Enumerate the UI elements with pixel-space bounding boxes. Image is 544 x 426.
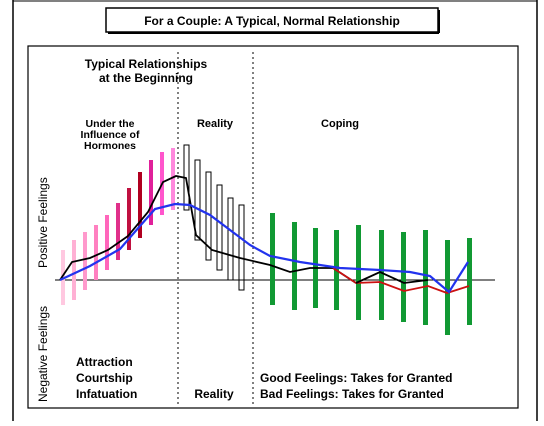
stage-label: Infatuation [76,387,137,401]
hormones-label: Influence of [81,129,140,141]
bar [227,197,234,281]
reality-label: Reality [197,118,234,130]
bar [149,160,153,225]
bar [401,232,406,322]
negative-label: Negative Feelings [36,306,50,402]
stage-label: Courtship [76,371,133,385]
bar [105,215,109,270]
reality-bars [183,144,245,291]
blue-line [59,202,469,294]
bar [138,172,142,238]
bar [379,230,384,320]
black-line-end [355,271,429,284]
bar [270,213,275,305]
hormones-label: Hormones [84,140,136,152]
bar [292,222,297,310]
reality-bottom-label: Reality [194,387,234,401]
beginning-label: Typical Relationships [85,57,208,71]
coping-label: Coping [321,118,359,130]
beginning-label: at the Beginning [99,71,193,85]
hormones-label: Under the [85,118,134,130]
bar [72,240,76,300]
bar [445,240,450,335]
good-label: Good Feelings: Takes for Granted [260,371,452,385]
bar [127,188,131,250]
bar [116,203,120,260]
bar [238,204,245,291]
black-line [59,175,357,284]
bar [216,184,223,271]
bar [356,225,361,320]
bar [467,238,472,325]
bar [171,148,175,210]
title: For a Couple: A Typical, Normal Relation… [144,14,400,28]
bar [94,225,98,280]
positive-label: Positive Feelings [36,177,50,268]
bar [194,159,201,241]
bad-label: Bad Feelings: Takes for Granted [260,387,444,401]
bar [83,232,87,290]
bar [423,230,428,325]
stage-label: Attraction [76,355,133,369]
title-box [105,7,439,33]
